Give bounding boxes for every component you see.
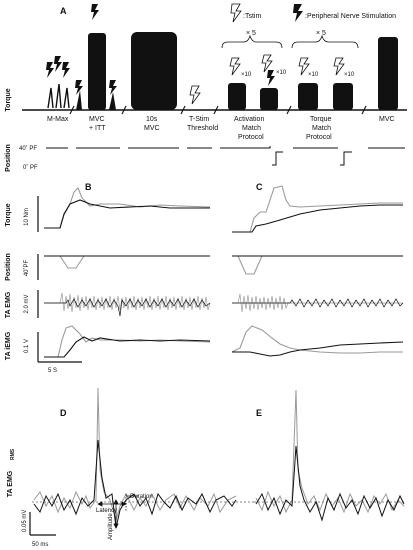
panel-b-torque-trace: [44, 187, 211, 229]
activation-match-blocks: ×10 ×10: [228, 54, 287, 110]
ta-emg-rms-label: TA EMG RMS: [7, 448, 16, 497]
panel-b-position-trace: [44, 255, 210, 269]
pns-legend-icon: [293, 4, 303, 22]
label-activation-3: Protocol: [238, 134, 264, 141]
panel-c-torque-trace: [232, 185, 403, 233]
activation-x10-b: ×10: [276, 70, 287, 76]
panel-b-emg-trace: [44, 292, 211, 317]
ta-emg-label: TA EMG: [5, 291, 12, 318]
ta-emg-rms-text: TA EMG: [7, 470, 14, 497]
tstim-legend-label: :Tstim: [243, 13, 261, 20]
mmax-stim-icons: [46, 56, 70, 109]
ta-emg-scale-label: 2.0 mV: [24, 294, 30, 313]
protocol-labels: M-Max MVC + ITT 10s MVC T-Stim Threshold…: [47, 116, 395, 141]
position-40pf-label: 40˚ PF: [19, 145, 37, 152]
position-trace-a: [46, 146, 405, 166]
panel-label-c: C: [256, 182, 263, 192]
label-torque-3: Protocol: [306, 134, 332, 141]
torque-x10-b: ×10: [344, 72, 355, 78]
amplitude-label: Amplitude: [108, 513, 114, 540]
time-scale-label-d: 50 ms: [32, 542, 48, 548]
panel-c-position-trace: [232, 255, 403, 275]
duration-label: Duration: [130, 494, 153, 500]
label-activation-2: Match: [242, 125, 261, 132]
mvc-10s-block: [131, 32, 177, 110]
position-axis-label: Position: [5, 144, 12, 172]
label-torque-2: Match: [312, 125, 331, 132]
panel-b-iemg-trace: [44, 325, 211, 358]
label-tstim-2: Threshold: [187, 125, 218, 132]
panel-e-rms-trace: [255, 389, 405, 522]
position-trace-label: Position: [5, 253, 12, 281]
torque-scale-label: 10 Nm: [24, 208, 30, 226]
pns-legend: :Peripheral Nerve Stimulation: [293, 4, 396, 22]
position-0pf-label: 0˚ PF: [23, 164, 38, 171]
label-mvc-itt-1: MVC: [89, 116, 105, 123]
panel-c-iemg-trace: [231, 325, 404, 357]
tstim-legend-icon: [230, 3, 242, 23]
panel-d-annotations: [97, 494, 138, 529]
label-activation-1: Activation: [234, 116, 264, 123]
tstim-threshold-icon: [189, 85, 201, 105]
panel-label-a: A: [60, 6, 67, 16]
mvc-itt-block: [75, 4, 117, 110]
torque-match-blocks: ×10 ×10: [298, 57, 355, 110]
torque-trace-label: Torque: [5, 203, 12, 226]
activation-x10-a: ×10: [241, 72, 252, 78]
panel-label-e: E: [256, 408, 262, 418]
label-mvc10-2: MVC: [144, 125, 160, 132]
label-mvc-itt-2: + ITT: [89, 125, 106, 132]
time-scale-label-b: 5 S: [48, 368, 57, 374]
ta-emg-rms-subscript: RMS: [10, 448, 16, 460]
ta-iemg-label: TA iEMG: [5, 331, 12, 360]
final-mvc-block: [378, 37, 398, 110]
panel-label-d: D: [60, 408, 67, 418]
repeat-bracket-activation: × 5: [221, 30, 283, 49]
ta-iemg-scale-label: 0.1 V: [24, 339, 30, 353]
label-mvc: MVC: [379, 116, 395, 123]
label-mmax: M-Max: [47, 116, 69, 123]
latency-label: Latency: [96, 508, 117, 514]
label-torque-1: Torque: [310, 116, 332, 123]
break-marks: [69, 105, 367, 115]
panel-label-b: B: [85, 182, 92, 192]
panel-c-emg-trace: [232, 293, 404, 313]
pns-legend-label: :Peripheral Nerve Stimulation: [305, 13, 396, 20]
position-scale-label: 40˚PF: [23, 259, 30, 276]
label-tstim-1: T-Stim: [189, 116, 209, 123]
torque-axis-label: Torque: [5, 88, 12, 111]
label-mvc10-1: 10s: [146, 116, 158, 123]
repeat-bracket-torque: × 5: [291, 30, 359, 49]
torque-x10-a: ×10: [308, 72, 319, 78]
volt-scale-label: 0.05 mV: [22, 510, 28, 532]
repeat-label-activation: × 5: [246, 30, 256, 37]
repeat-label-torque: × 5: [316, 30, 326, 37]
tstim-legend: :Tstim: [230, 3, 261, 23]
